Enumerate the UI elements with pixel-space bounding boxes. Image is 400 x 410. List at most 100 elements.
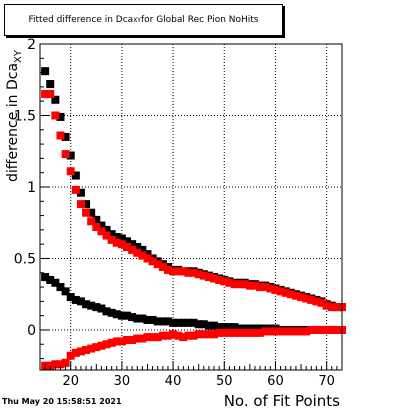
data-point xyxy=(41,67,50,76)
data-point xyxy=(87,217,96,226)
data-point xyxy=(322,325,331,334)
data-point xyxy=(317,325,326,334)
data-point xyxy=(143,315,152,324)
data-point xyxy=(76,200,85,209)
series-4 xyxy=(41,325,346,370)
data-point xyxy=(327,303,336,312)
data-point xyxy=(302,327,311,336)
data-point xyxy=(199,320,208,329)
data-point xyxy=(184,268,193,277)
data-point xyxy=(112,233,121,242)
data-point xyxy=(71,185,80,194)
data-point xyxy=(256,324,265,333)
data-point xyxy=(286,290,295,299)
data-point xyxy=(71,171,80,180)
data-point xyxy=(123,311,132,320)
tick-layer: 20 30 40 50 60 70 0 0.5 1 1.5 2 xyxy=(14,37,343,389)
data-point xyxy=(184,331,193,340)
data-point xyxy=(138,334,147,343)
data-point xyxy=(240,280,249,289)
data-point xyxy=(123,243,132,252)
data-point xyxy=(261,327,270,336)
data-point xyxy=(204,321,213,330)
chart-title-subscript: XY xyxy=(133,16,141,24)
data-point xyxy=(179,318,188,327)
data-point xyxy=(297,293,306,302)
data-point xyxy=(107,338,116,347)
data-point xyxy=(133,243,142,252)
chart-title-prefix: Fitted difference in Dca xyxy=(28,15,134,25)
data-point xyxy=(117,240,126,249)
data-point xyxy=(302,294,311,303)
data-point xyxy=(102,307,111,316)
data-point xyxy=(107,308,116,317)
data-point xyxy=(179,333,188,342)
grid-layer xyxy=(40,44,342,370)
data-point xyxy=(276,327,285,336)
data-point xyxy=(97,304,106,313)
data-point xyxy=(92,223,101,232)
data-point xyxy=(210,274,219,283)
data-point xyxy=(256,283,265,292)
data-point xyxy=(230,323,239,332)
data-point xyxy=(225,328,234,337)
data-point xyxy=(97,341,106,350)
x-tick-label: 50 xyxy=(216,374,233,389)
data-point xyxy=(82,345,91,354)
data-point xyxy=(266,284,275,293)
data-point xyxy=(215,328,224,337)
data-point xyxy=(158,263,167,272)
data-point xyxy=(230,280,239,289)
data-point xyxy=(225,323,234,332)
data-point xyxy=(266,327,275,336)
data-point xyxy=(97,227,106,236)
data-point xyxy=(215,275,224,284)
data-point xyxy=(194,270,203,279)
data-point xyxy=(245,324,254,333)
data-point xyxy=(112,238,121,247)
data-point xyxy=(51,95,60,104)
data-point xyxy=(291,327,300,336)
data-point xyxy=(138,251,147,260)
data-point xyxy=(117,337,126,346)
data-point xyxy=(128,335,137,344)
data-point xyxy=(148,257,157,266)
data-point xyxy=(102,231,111,240)
data-point xyxy=(56,360,65,369)
x-axis-label: No. of Fit Points xyxy=(224,392,340,410)
data-point xyxy=(46,275,55,284)
data-point xyxy=(317,298,326,307)
data-point xyxy=(133,248,142,257)
data-point xyxy=(158,317,167,326)
data-point xyxy=(51,360,60,369)
data-point xyxy=(133,334,142,343)
data-point xyxy=(82,300,91,309)
data-point xyxy=(46,90,55,99)
data-point xyxy=(82,208,91,217)
y-tick-label: 0 xyxy=(27,323,36,339)
data-point xyxy=(189,268,198,277)
data-point xyxy=(87,344,96,353)
data-point xyxy=(235,328,244,337)
data-point xyxy=(291,291,300,300)
data-point xyxy=(71,348,80,357)
data-point xyxy=(148,333,157,342)
data-point xyxy=(256,328,265,337)
data-point xyxy=(220,277,229,286)
data-point xyxy=(138,245,147,254)
data-point xyxy=(138,314,147,323)
data-point xyxy=(194,320,203,329)
data-point xyxy=(179,267,188,276)
data-point xyxy=(225,278,234,287)
data-point xyxy=(87,208,96,217)
data-point xyxy=(112,337,121,346)
x-tick-label: 30 xyxy=(114,374,131,389)
chart-title-box: Fitted difference in Dca XY for Global Re… xyxy=(4,4,283,36)
data-point xyxy=(250,328,259,337)
data-point xyxy=(322,301,331,310)
data-point xyxy=(117,234,126,243)
data-point xyxy=(245,328,254,337)
data-point xyxy=(281,288,290,297)
data-point xyxy=(220,323,229,332)
